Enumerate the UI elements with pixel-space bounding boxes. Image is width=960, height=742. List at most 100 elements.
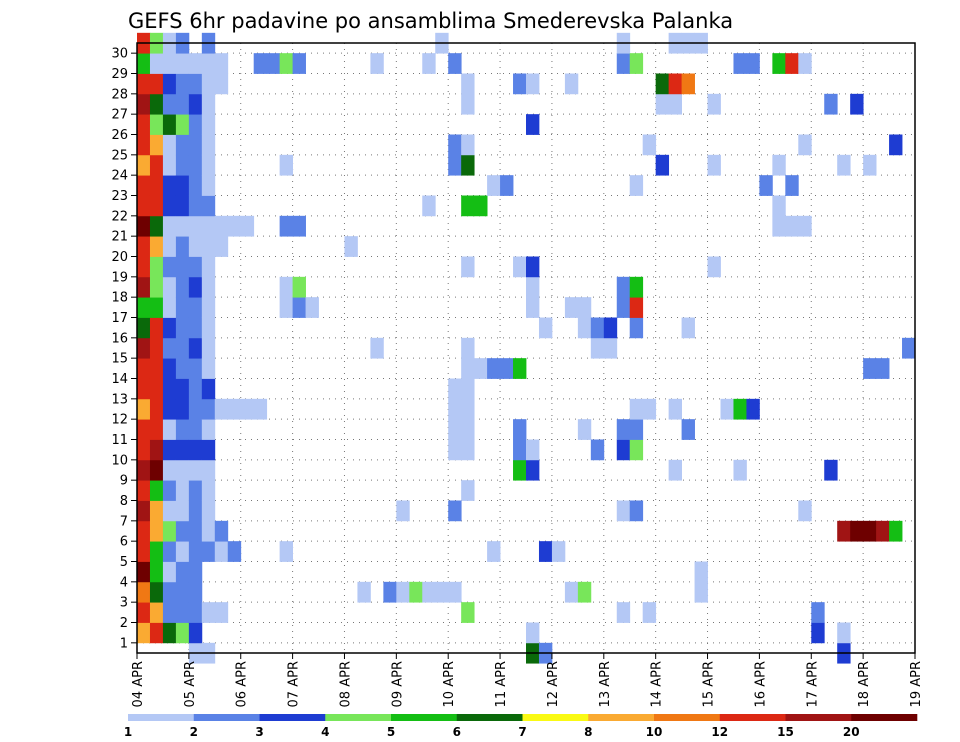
heatmap-cell: [214, 236, 229, 257]
heatmap-cell: [681, 317, 695, 339]
heatmap-cell: [188, 53, 203, 74]
y-tick-label: 5: [120, 555, 128, 570]
heatmap-cell: [175, 398, 190, 420]
plot-frame: [136, 42, 916, 654]
heatmap-cell: [526, 73, 540, 95]
heatmap-cell: [526, 459, 540, 481]
heatmap-cell: [162, 500, 177, 522]
heatmap-cell: [526, 297, 540, 318]
heatmap-cell: [513, 256, 527, 278]
heatmap-cell: [279, 53, 293, 74]
grid-lines: [136, 43, 915, 653]
heatmap-cell: [175, 154, 190, 176]
heatmap-cell: [188, 256, 203, 278]
heatmap-cell: [188, 317, 203, 339]
heatmap-cell: [149, 581, 164, 603]
heatmap-cell: [785, 175, 799, 196]
heatmap-cell: [188, 236, 203, 257]
heatmap-cell: [798, 134, 812, 156]
y-tick-label: 14: [111, 372, 128, 387]
heatmap-cell: [798, 53, 812, 74]
heatmap-cell: [201, 500, 216, 522]
heatmap-cell: [188, 154, 203, 176]
heatmap-cell: [137, 581, 151, 603]
heatmap-cell: [162, 134, 177, 156]
heatmap-cell: [513, 439, 527, 461]
heatmap-cell: [149, 236, 164, 257]
heatmap-cell: [526, 439, 540, 461]
heatmap-cell: [201, 134, 216, 156]
colorbar-swatch: [128, 714, 195, 721]
heatmap-cell: [655, 93, 670, 115]
y-tick-label: 1: [120, 636, 128, 651]
heatmap-cell: [137, 602, 151, 623]
colorbar-label: 3: [255, 725, 263, 739]
x-tick-label: 04 APR: [131, 661, 146, 707]
heatmap-cell: [137, 53, 151, 74]
x-tick-label: 15 APR: [702, 661, 717, 707]
heatmap-cell: [188, 561, 203, 583]
heatmap-cell: [149, 93, 164, 115]
heatmap-cell: [824, 93, 838, 115]
heatmap-cell: [889, 134, 903, 156]
heatmap-cell: [175, 114, 190, 135]
heatmap-cell: [253, 398, 268, 420]
heatmap-cell: [137, 378, 151, 400]
heatmap-cell: [201, 480, 216, 501]
heatmap-cell: [201, 602, 216, 623]
heatmap-cell: [162, 439, 177, 461]
heatmap-cell: [526, 276, 540, 298]
colorbar-swatch: [719, 714, 786, 721]
heatmap-cell: [551, 541, 566, 562]
y-tick-label: 16: [111, 331, 128, 346]
heatmap-cell: [188, 175, 203, 196]
heatmap-cell: [616, 419, 631, 440]
heatmap-cell: [149, 53, 164, 74]
heatmap-cell: [461, 337, 475, 359]
heatmap-cell: [577, 581, 592, 603]
heatmap-cell: [149, 561, 164, 583]
heatmap-cell: [149, 73, 164, 95]
heatmap-cell: [668, 73, 682, 95]
y-tick-label: 7: [120, 514, 128, 529]
heatmap-cell: [149, 134, 164, 156]
heatmap-cell: [629, 500, 644, 522]
x-tick-label: 13 APR: [598, 661, 613, 707]
heatmap-cell: [149, 439, 164, 461]
heatmap-cell: [577, 317, 592, 339]
colorbar-label: 6: [453, 725, 461, 739]
x-tick-label: 12 APR: [546, 661, 561, 707]
heatmap-cell: [175, 581, 190, 603]
heatmap-cell: [590, 337, 605, 359]
heatmap-cell: [214, 215, 229, 237]
colorbar-swatch: [391, 714, 458, 721]
heatmap-cell: [201, 93, 216, 115]
heatmap-cell: [162, 175, 177, 196]
x-tick-label: 16 APR: [753, 661, 768, 707]
heatmap-cell: [461, 602, 475, 623]
heatmap-cell: [655, 73, 670, 95]
heatmap-cell: [564, 297, 579, 318]
heatmap-cell: [733, 459, 747, 481]
heatmap-cell: [292, 53, 306, 74]
heatmap-cell: [876, 358, 890, 379]
y-tick-label: 3: [120, 596, 128, 611]
heatmap-cell: [162, 215, 177, 237]
heatmap-cell: [370, 337, 384, 359]
x-tick-label: 18 APR: [857, 661, 872, 707]
colorbar-swatch: [588, 714, 655, 721]
heatmap-cell: [175, 419, 190, 440]
heatmap-cell: [305, 297, 319, 318]
heatmap-cell: [668, 459, 682, 481]
y-tick-label: 18: [111, 291, 128, 306]
heatmap-cell: [137, 154, 151, 176]
heatmap-cell: [707, 154, 721, 176]
colorbar-swatch: [456, 714, 523, 721]
heatmap-cell: [629, 53, 644, 74]
heatmap-cell: [137, 500, 151, 522]
heatmap-cell: [162, 53, 177, 74]
heatmap-cell: [137, 561, 151, 583]
y-tick-label: 11: [111, 433, 128, 448]
heatmap-cell: [149, 541, 164, 562]
heatmap-cell: [162, 358, 177, 379]
